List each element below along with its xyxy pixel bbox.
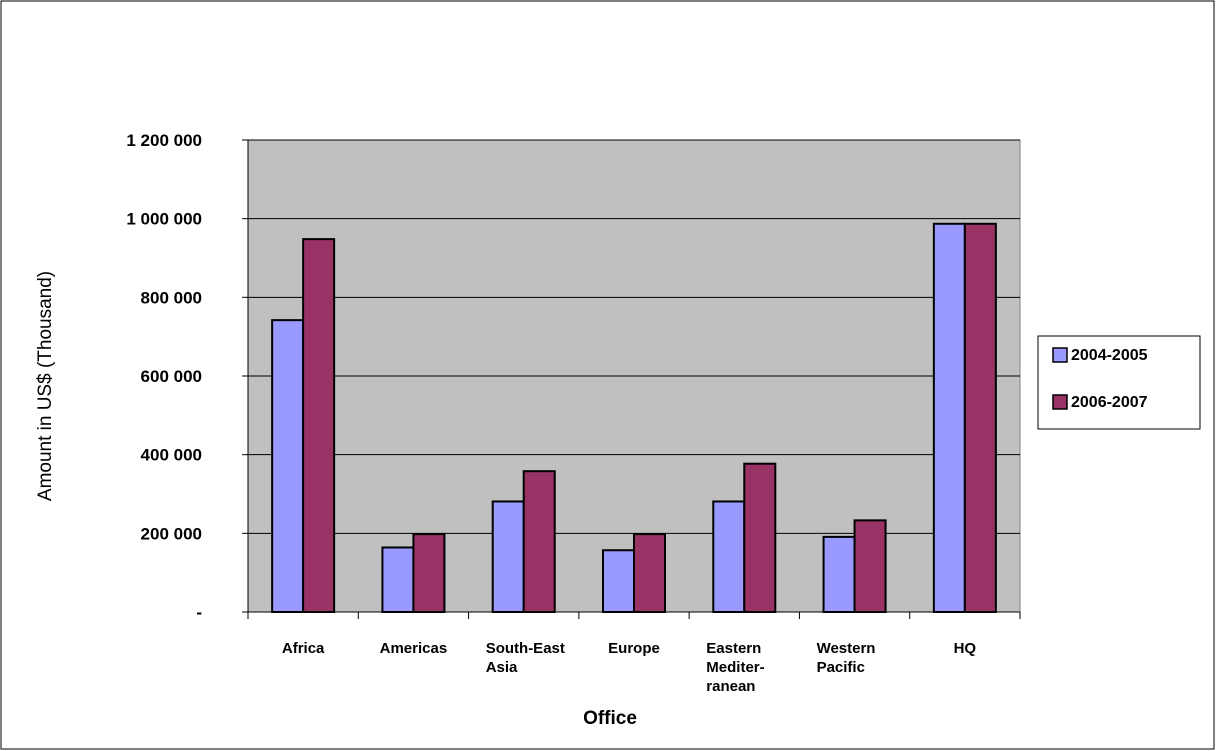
legend-swatch <box>1052 394 1068 410</box>
bar <box>853 519 887 613</box>
bar <box>932 222 966 613</box>
y-tick-labels: - 200 000 400 000 600 000 800 000 1 000 000 1 … <box>126 131 202 622</box>
y-tick-label: 1 200 000 <box>126 131 202 150</box>
bar <box>302 238 336 613</box>
y-tick-label: - <box>196 603 202 622</box>
gridlines <box>248 139 1020 534</box>
bar <box>602 549 635 613</box>
y-tick-label: 200 000 <box>141 524 202 543</box>
x-category-label: South-East Asia <box>486 640 565 676</box>
y-tick-label: 1 000 000 <box>126 210 202 229</box>
bar <box>491 500 525 613</box>
x-category-label: Africa <box>282 640 325 657</box>
bar <box>963 222 997 613</box>
x-category-label: HQ <box>954 640 977 657</box>
x-category-labels: Africa Americas South-East Asia Europe Easter… <box>282 640 977 695</box>
bar <box>633 533 666 613</box>
axes <box>242 139 1021 619</box>
bar <box>412 533 446 613</box>
legend-swatch <box>1052 347 1068 363</box>
x-category-label: Eastern Mediter-ranean <box>706 640 764 695</box>
x-category-label: Europe <box>608 640 660 657</box>
bar <box>381 546 415 614</box>
y-tick-label: 400 000 <box>141 446 202 465</box>
legend-label: 2004-2005 <box>1071 347 1148 364</box>
bar <box>822 535 856 614</box>
bar <box>522 470 556 614</box>
y-axis-title: Amount in US$ (Thousand) <box>35 271 56 501</box>
bar <box>271 319 305 613</box>
legend-label: 2006-2007 <box>1071 394 1148 411</box>
y-tick-label: 600 000 <box>141 367 202 386</box>
bar <box>743 462 777 614</box>
x-category-label: Western Pacific <box>817 640 876 676</box>
x-axis-title: Office <box>583 708 637 729</box>
bar <box>712 500 746 613</box>
x-category-label: Americas <box>380 640 448 657</box>
legend: 2004-2005 2006-2007 <box>1037 335 1201 430</box>
y-tick-label: 800 000 <box>141 288 202 307</box>
bars <box>271 222 997 614</box>
